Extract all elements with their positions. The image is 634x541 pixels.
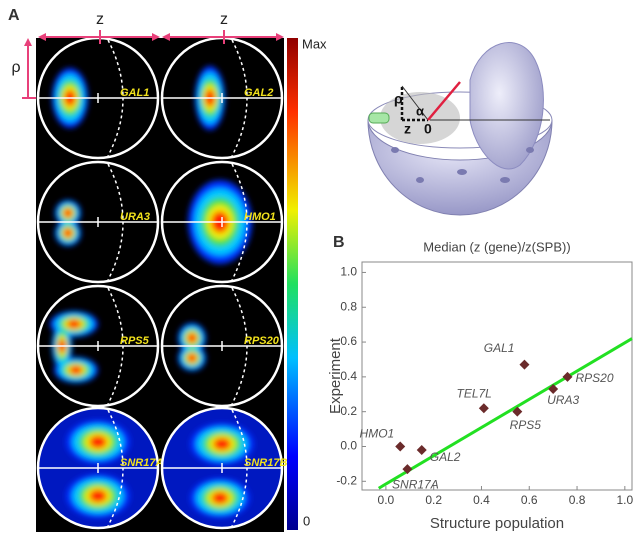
point-label: GAL1 <box>484 341 515 355</box>
plot-frame <box>361 261 633 491</box>
heatmap-blob <box>69 365 83 375</box>
heatmap-blobs <box>190 423 254 518</box>
heatmaps: GAL1 GAL2 URA3 HMO1 RPS5 RPS20 SNR17A SNR17B <box>36 36 287 530</box>
point-label: GAL2 <box>430 450 461 464</box>
chart-title: Median (z (gene)/z(SPB)) <box>423 239 570 254</box>
point-label: URA3 <box>547 393 579 407</box>
panel-label: B <box>333 234 345 251</box>
y-tick-label: 0.6 <box>340 334 357 348</box>
heatmap-blob <box>211 492 229 504</box>
heatmap-blob <box>89 489 107 503</box>
x-tick-label: 0.2 <box>425 493 442 507</box>
colorbar-min: 0 <box>303 513 310 528</box>
heatmap-blob <box>89 435 107 449</box>
heatmap-blob <box>187 333 197 343</box>
data-point <box>519 359 530 370</box>
cell-outline <box>36 406 160 530</box>
data-point <box>416 444 427 455</box>
colorbar-max: Max <box>302 36 327 51</box>
y-tick-label: 1.0 <box>340 265 357 279</box>
cell-outline <box>160 406 284 530</box>
heatmap-blobs <box>178 323 206 371</box>
data-point <box>402 464 413 475</box>
schematic-alpha: α <box>416 103 424 118</box>
point-label: RPS5 <box>510 418 542 432</box>
x-tick-label: 0.8 <box>569 493 586 507</box>
gene-label: RPS20 <box>244 335 280 347</box>
x-tick-label: 0.0 <box>378 493 395 507</box>
cell-outline <box>160 284 284 408</box>
fit-line <box>377 337 633 490</box>
gene-label: GAL1 <box>120 87 149 99</box>
data-point <box>562 371 573 382</box>
cell-outline <box>36 284 160 408</box>
schematic-z: z <box>404 121 411 137</box>
gene-label: GAL2 <box>244 87 273 99</box>
panel-label: A <box>8 7 20 24</box>
schematic-rho: ρ <box>394 91 403 107</box>
data-point <box>548 384 559 395</box>
heatmap-cell <box>178 323 206 371</box>
y-tick-label: -0.2 <box>336 473 357 487</box>
point-label: HMO1 <box>360 427 395 441</box>
gene-label: SNR17A <box>120 457 163 469</box>
heatmap-blobs <box>66 420 130 518</box>
y-tick-label: 0.2 <box>340 404 357 418</box>
schematic-origin: 0 <box>424 121 432 137</box>
heatmap-cell <box>195 66 225 130</box>
data-point <box>478 403 489 414</box>
z-label: z <box>220 11 228 28</box>
heatmap-blob <box>63 208 73 218</box>
heatmap-blobs <box>55 200 81 246</box>
data-point <box>512 406 523 417</box>
gene-label: URA3 <box>120 211 150 223</box>
x-tick-label: 1.0 <box>616 493 633 507</box>
gene-label: SNR17B <box>244 457 287 469</box>
heatmap-blob <box>213 437 231 451</box>
z-arrows <box>22 30 284 99</box>
y-tick-label: 0.8 <box>340 299 357 313</box>
x-axis-label: Structure population <box>430 515 564 532</box>
heatmap-cell <box>38 408 158 528</box>
heatmap-blob <box>187 353 197 363</box>
heatmap-blobs <box>195 66 225 130</box>
x-tick-label: 0.4 <box>473 493 490 507</box>
y-tick-label: 0.0 <box>340 439 357 453</box>
heatmap-cell <box>55 200 81 246</box>
point-label: TEL7L <box>456 386 491 400</box>
cell-outline <box>36 160 160 284</box>
x-tick-label: 0.6 <box>521 493 538 507</box>
scatter-plot: 0.0 0.2 0.4 0.6 0.8 1.0 -0.2 0.0 0.2 0.4 0.6 0.8 1.0… <box>336 261 633 507</box>
gene-label: RPS5 <box>120 335 150 347</box>
heatmap-blob <box>67 319 81 329</box>
y-axis-label: Experiment <box>327 337 344 414</box>
heatmap-blob <box>63 228 73 238</box>
nucleus-schematic <box>367 42 553 216</box>
rho-label: ρ <box>11 59 20 76</box>
data-point <box>395 441 406 452</box>
point-label: RPS20 <box>575 371 613 385</box>
y-tick-label: 0.4 <box>340 369 357 383</box>
cell-outline <box>160 160 284 284</box>
gene-label: HMO1 <box>244 211 276 223</box>
z-label: z <box>96 11 104 28</box>
point-label: SNR17A <box>392 477 439 491</box>
colorbar <box>287 38 298 530</box>
